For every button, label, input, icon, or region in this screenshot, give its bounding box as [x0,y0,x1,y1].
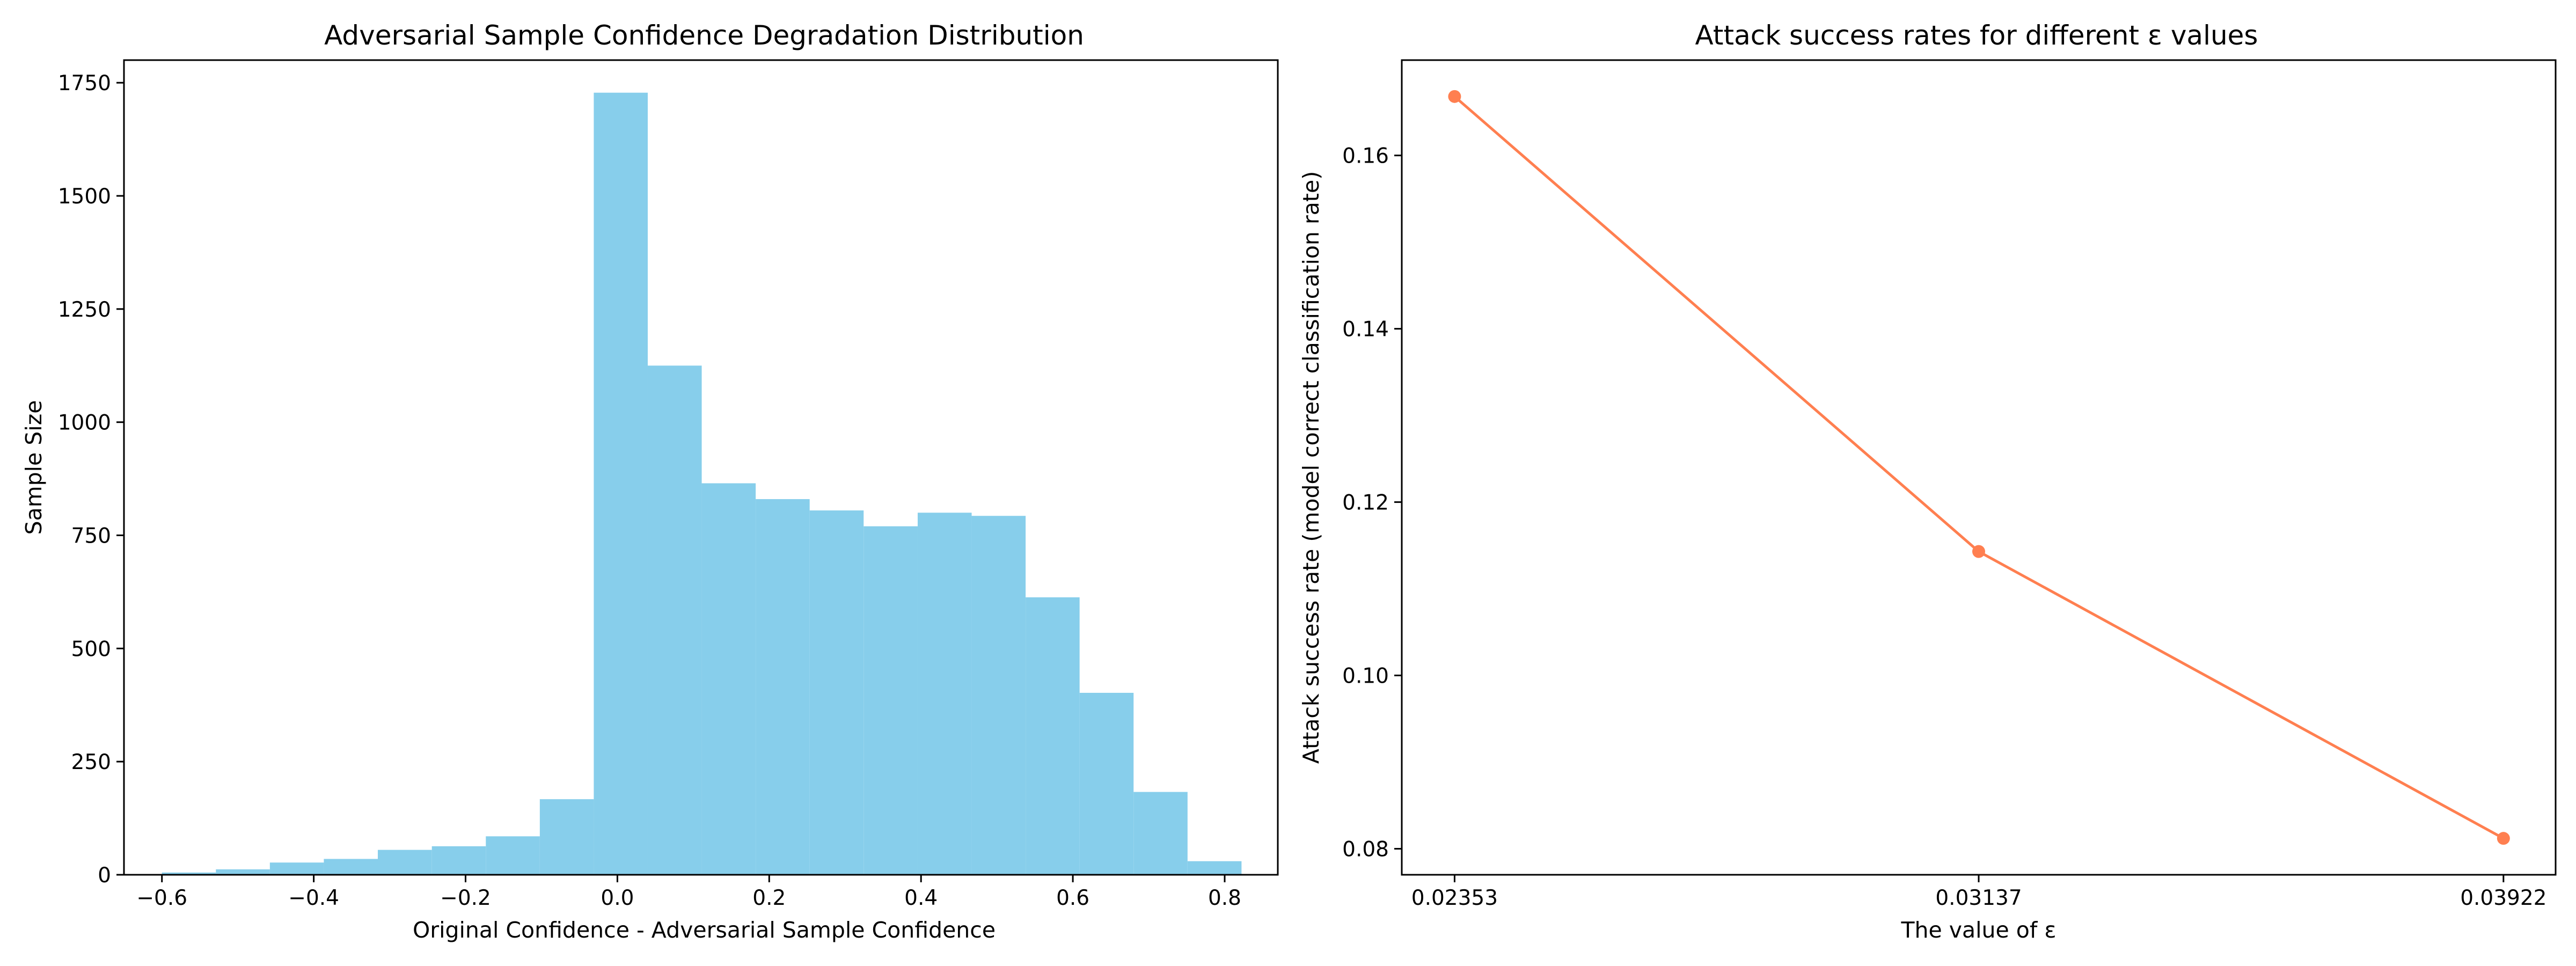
histogram-chart: Adversarial Sample Confidence Degradatio… [21,20,1279,943]
line-points [1448,90,2510,845]
x-tick-label: 0.03137 [1935,886,2022,910]
y-tick-label: 250 [71,750,111,774]
y-tick-label: 750 [71,524,111,548]
histogram-x-ticks: −0.6 −0.4 −0.2 0.0 0.2 0.4 0.6 0.8 [136,875,1241,910]
line-x-axis-label: The value of ε [1900,917,2056,943]
x-tick-label: 0.02353 [1411,886,1498,910]
histogram-bar [162,872,216,875]
histogram-bar [863,526,918,875]
histogram-bars [162,92,1242,875]
y-tick-label: 0.14 [1342,318,1389,342]
x-tick-label: −0.4 [288,886,339,910]
y-tick-label: 1000 [58,411,111,435]
histogram-bar [971,516,1026,875]
y-tick-label: 0.12 [1342,491,1389,515]
y-tick-label: 1250 [58,298,111,322]
x-tick-label: −0.6 [136,886,187,910]
histogram-bar [756,499,810,875]
histogram-bar [1026,597,1080,875]
histogram-bar [486,836,540,875]
y-tick-label: 500 [71,637,111,661]
line-chart-title: Attack success rates for different ε val… [1695,20,2258,51]
x-tick-label: 0.4 [904,886,938,910]
x-tick-label: 0.6 [1056,886,1089,910]
y-tick-label: 1500 [58,185,111,209]
histogram-bar [809,510,864,875]
histogram-bar [1079,692,1134,875]
histogram-bar [647,365,702,875]
histogram-x-axis-label: Original Confidence - Adversarial Sample… [413,917,996,943]
y-tick-label: 0.10 [1342,664,1389,689]
line-plot-frame [1401,59,2557,876]
y-tick-label: 0 [98,863,111,888]
histogram-bar [1187,861,1242,875]
x-tick-label: 0.0 [601,886,634,910]
y-tick-label: 1750 [58,71,111,96]
x-tick-label: 0.8 [1208,886,1241,910]
x-tick-label: −0.2 [440,886,491,910]
histogram-title: Adversarial Sample Confidence Degradatio… [324,20,1084,51]
histogram-bar [1133,792,1188,875]
attack-success-line-chart: Attack success rates for different ε val… [1298,20,2557,943]
histogram-bar [324,859,378,875]
line-y-axis-label: Attack success rate (model correct class… [1298,171,1324,764]
x-tick-label: 0.2 [752,886,786,910]
histogram-y-ticks: 0 250 500 750 1000 1250 1500 1750 [58,71,124,888]
histogram-bar [216,869,270,875]
histogram-bar [701,483,756,875]
histogram-plot-frame [123,59,1279,876]
x-tick-label: 0.03922 [2460,886,2546,910]
data-point [2497,832,2510,845]
data-point [1448,90,1461,103]
y-tick-label: 0.08 [1342,838,1389,862]
line-x-ticks: 0.02353 0.03137 0.03922 [1411,875,2546,910]
histogram-bar [431,846,486,875]
histogram-bar [917,513,972,875]
data-point [1972,545,1985,558]
line-y-ticks: 0.08 0.10 0.12 0.14 0.16 [1342,144,1402,862]
y-tick-label: 0.16 [1342,144,1389,169]
histogram-bar [269,862,324,875]
histogram-bar [594,92,648,875]
histogram-y-axis-label: Sample Size [21,400,47,535]
histogram-bar [539,799,594,875]
histogram-bar [378,850,432,875]
